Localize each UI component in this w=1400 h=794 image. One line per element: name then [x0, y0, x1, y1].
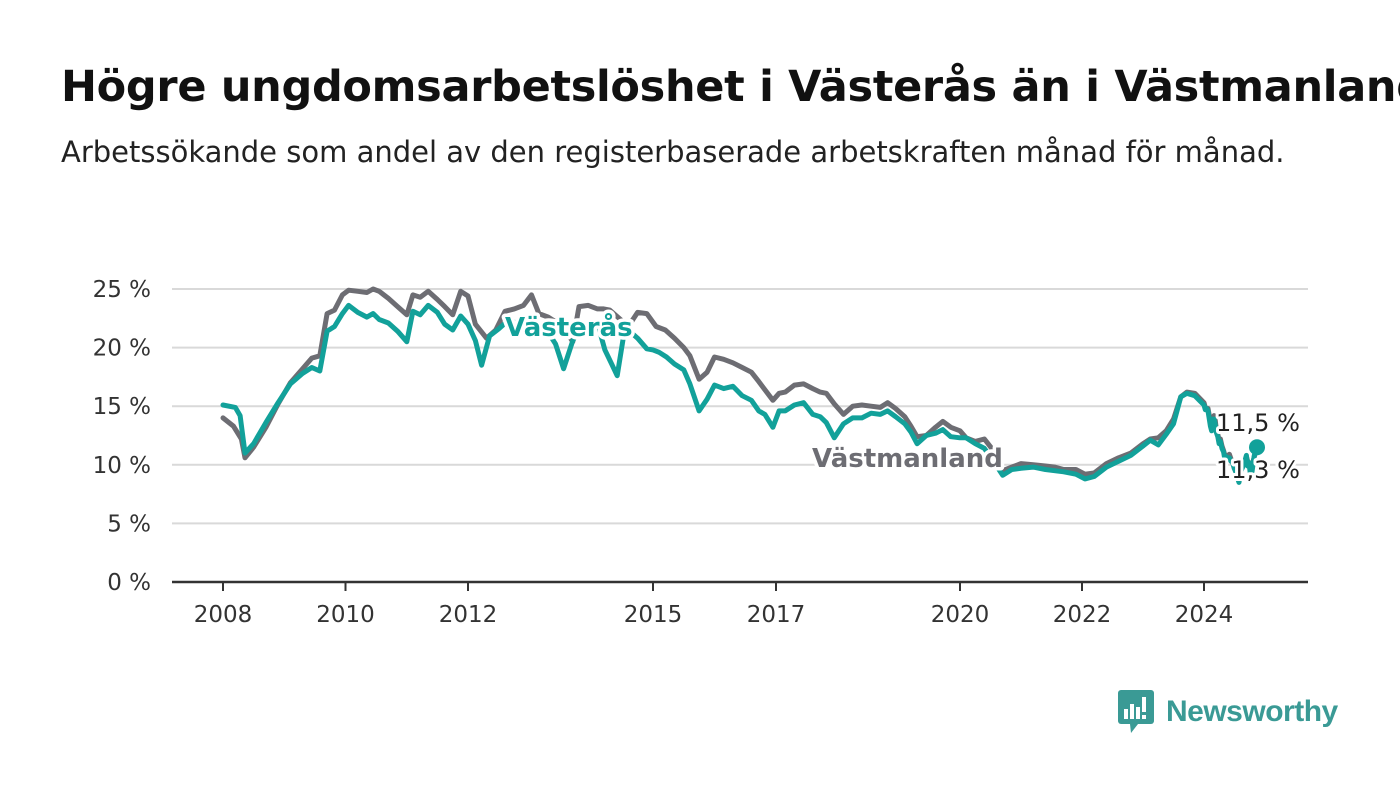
x-tick-label: 2022 [1053, 602, 1112, 628]
x-tick-label: 2012 [439, 602, 498, 628]
y-tick-label: 20 % [93, 336, 151, 362]
y-tick-label: 15 % [93, 394, 151, 420]
y-tick-label: 5 % [107, 511, 151, 537]
series-label-vastmanland: Västmanland [812, 444, 1003, 474]
x-tick-label: 2008 [194, 602, 253, 628]
series-line-vasteras [220, 302, 1260, 485]
x-tick-label: 2015 [624, 602, 683, 628]
x-tick-label: 2017 [747, 602, 806, 628]
chart-title: Högre ungdomsarbetslöshet i Västerås än … [61, 62, 1400, 112]
series-label-vasteras: Västerås [505, 311, 633, 343]
series-labels: Västerås Västmanland 11,5 % 11,3 % [502, 308, 1303, 488]
end-label-vastmanland: 11,3 % [1216, 456, 1300, 484]
y-tick-label: 25 % [93, 277, 151, 303]
gridlines [172, 288, 1308, 584]
x-axis-ticks: 2008 2010 2012 2015 2017 2020 2022 2024 [194, 582, 1234, 628]
brand-name: Newsworthy [1166, 695, 1338, 728]
y-axis-ticks: 0 % 5 % 10 % 15 % 20 % 25 % [93, 277, 151, 596]
y-tick-label: 10 % [93, 453, 151, 479]
series-lines [220, 286, 1265, 485]
x-tick-label: 2020 [931, 602, 990, 628]
x-tick-label: 2024 [1175, 602, 1234, 628]
newsworthy-logo: Newsworthy [1118, 690, 1338, 734]
x-tick-label: 2010 [316, 602, 375, 628]
chart-subtitle: Arbetssökande som andel av den registerb… [61, 135, 1285, 169]
y-tick-label: 0 % [107, 570, 151, 596]
bar-chart-bubble-icon [1118, 690, 1154, 733]
end-label-vasteras: 11,5 % [1216, 409, 1300, 437]
end-point-vasteras [1249, 439, 1265, 456]
